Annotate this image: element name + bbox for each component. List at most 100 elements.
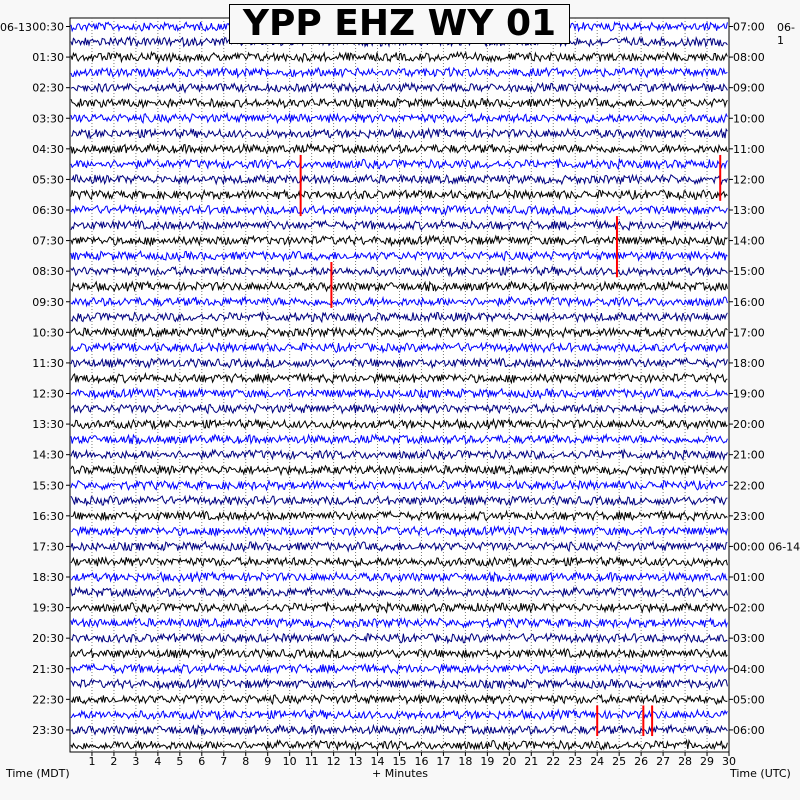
x-tick-label: 15 bbox=[393, 755, 407, 768]
trace-row bbox=[70, 662, 728, 676]
right-tick-label: 10:00 bbox=[733, 112, 765, 125]
seismic-traces bbox=[70, 20, 728, 751]
x-tick-label: 27 bbox=[656, 755, 670, 768]
x-axis-label: + Minutes bbox=[372, 767, 429, 780]
trace-row bbox=[70, 81, 728, 94]
x-tick-label: 1 bbox=[88, 755, 95, 768]
x-tick-label: 28 bbox=[678, 755, 692, 768]
right-tick-label: 09:00 bbox=[733, 82, 765, 95]
trace-row bbox=[70, 188, 728, 201]
left-tick-label: 11:30 bbox=[32, 357, 64, 370]
left-tick-label: 22:30 bbox=[32, 693, 64, 706]
right-tick-label: 06:00 bbox=[733, 724, 765, 737]
x-tick-label: 4 bbox=[154, 755, 161, 768]
trace-row bbox=[70, 356, 728, 370]
trace-row bbox=[70, 142, 728, 155]
minute-grid bbox=[91, 18, 708, 752]
left-tick-label: 20:30 bbox=[32, 632, 64, 645]
right-tick-label: 05:00 bbox=[733, 693, 765, 706]
right-tick-label: 21:00 bbox=[733, 449, 765, 462]
x-tick-label: 9 bbox=[264, 755, 271, 768]
left-tick-label: 23:30 bbox=[32, 724, 64, 737]
x-tick-label: 26 bbox=[634, 755, 648, 768]
right-tick-label: 16:00 bbox=[733, 296, 765, 309]
right-tick-label: 12:00 bbox=[733, 173, 765, 186]
x-tick-label: 29 bbox=[700, 755, 714, 768]
trace-row bbox=[70, 723, 728, 736]
trace-row bbox=[70, 295, 728, 308]
left-tick-label: 04:30 bbox=[32, 143, 64, 156]
trace-row bbox=[70, 448, 728, 461]
trace-row bbox=[70, 616, 728, 629]
trace-row bbox=[70, 402, 728, 415]
right-tick-label: 01:00 bbox=[733, 571, 765, 584]
right-tick-label: 23:00 bbox=[733, 510, 765, 523]
left-tick-label: 17:30 bbox=[32, 540, 64, 553]
right-tick-label: 18:00 bbox=[733, 357, 765, 370]
left-tick-label: 18:30 bbox=[32, 571, 64, 584]
left-tick-label: 10:30 bbox=[32, 326, 64, 339]
trace-row bbox=[70, 97, 728, 110]
axis-ticks bbox=[66, 26, 733, 756]
trace-row bbox=[70, 371, 728, 385]
x-tick-label: 23 bbox=[568, 755, 582, 768]
x-tick-label: 18 bbox=[458, 755, 472, 768]
left-tick-label: 14:30 bbox=[32, 449, 64, 462]
x-tick-label: 8 bbox=[242, 755, 249, 768]
right-tick-label: 11:00 bbox=[733, 143, 765, 156]
start-date-right: 06-1 bbox=[777, 21, 795, 47]
right-tick-label: 04:00 bbox=[733, 663, 765, 676]
right-tick-label: 00:00 06-14 bbox=[733, 540, 800, 553]
trace-row bbox=[70, 66, 728, 79]
trace-row bbox=[70, 677, 728, 691]
right-tick-label: 19:00 bbox=[733, 388, 765, 401]
trace-row bbox=[70, 601, 728, 614]
x-tick-label: 21 bbox=[524, 755, 538, 768]
chart-title-box: YPP EHZ WY 01 bbox=[229, 4, 570, 44]
trace-row bbox=[70, 647, 728, 660]
left-tick-label: 21:30 bbox=[32, 663, 64, 676]
left-tick-label: 02:30 bbox=[32, 82, 64, 95]
x-tick-label: 3 bbox=[132, 755, 139, 768]
left-tick-label: 09:30 bbox=[32, 296, 64, 309]
x-tick-label: 24 bbox=[590, 755, 604, 768]
trace-row bbox=[70, 632, 728, 645]
left-tick-label: 16:30 bbox=[32, 510, 64, 523]
trace-row bbox=[70, 540, 728, 553]
right-tick-label: 22:00 bbox=[733, 479, 765, 492]
x-tick-label: 17 bbox=[436, 755, 450, 768]
trace-row bbox=[70, 249, 728, 263]
x-tick-label: 7 bbox=[220, 755, 227, 768]
right-tick-label: 03:00 bbox=[733, 632, 765, 645]
left-tick-label: 06:30 bbox=[32, 204, 64, 217]
x-tick-label: 6 bbox=[198, 755, 205, 768]
left-tick-label: 00:30 bbox=[32, 21, 64, 34]
left-tick-label: 08:30 bbox=[32, 265, 64, 278]
left-tick-label: 05:30 bbox=[32, 173, 64, 186]
x-tick-label: 13 bbox=[349, 755, 363, 768]
right-axis-label: Time (UTC) bbox=[730, 767, 791, 780]
trace-row bbox=[70, 585, 728, 598]
right-tick-label: 14:00 bbox=[733, 235, 765, 248]
left-tick-label: 19:30 bbox=[32, 602, 64, 615]
trace-row bbox=[70, 432, 728, 446]
trace-row bbox=[70, 127, 728, 140]
trace-row bbox=[71, 509, 728, 523]
x-tick-label: 25 bbox=[612, 755, 626, 768]
right-tick-label: 08:00 bbox=[733, 51, 765, 64]
chart-title: YPP EHZ WY 01 bbox=[242, 3, 557, 44]
left-axis-label: Time (MDT) bbox=[6, 767, 70, 780]
trace-row bbox=[70, 280, 728, 293]
left-tick-label: 12:30 bbox=[32, 388, 64, 401]
right-tick-label: 13:00 bbox=[733, 204, 765, 217]
trace-row bbox=[70, 387, 728, 400]
trace-row bbox=[70, 218, 728, 232]
trace-row bbox=[70, 265, 728, 278]
x-tick-label: 22 bbox=[546, 755, 560, 768]
right-tick-label: 20:00 bbox=[733, 418, 765, 431]
trace-row bbox=[70, 326, 728, 339]
trace-row bbox=[70, 417, 728, 431]
left-tick-label: 03:30 bbox=[32, 112, 64, 125]
right-tick-label: 17:00 bbox=[733, 326, 765, 339]
